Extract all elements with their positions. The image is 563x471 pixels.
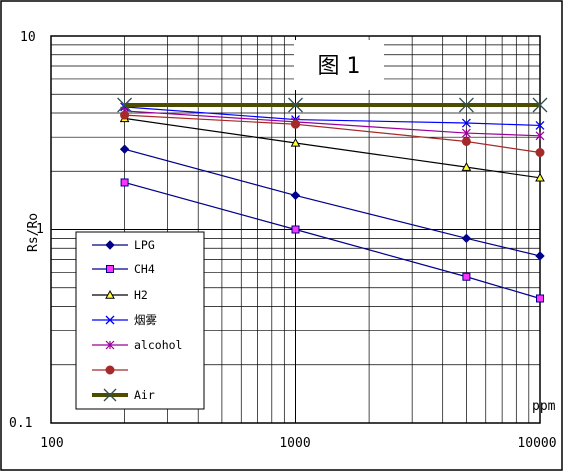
legend-marker: [105, 289, 115, 299]
legend-label-2: H2: [134, 288, 148, 302]
legend-marker: [105, 315, 115, 325]
legend-label-1: CH4: [134, 262, 155, 276]
x-tick-label-10000: 10000: [517, 436, 556, 451]
series-layer: [117, 97, 548, 303]
data-point-5-2: [461, 136, 471, 146]
series-1: [120, 178, 544, 303]
legend-item-2: H2: [92, 288, 148, 302]
legend-marker: [103, 388, 117, 402]
data-point-3-3: [535, 120, 545, 130]
data-point-6-2: [458, 97, 474, 113]
legend-label-6: Air: [134, 388, 155, 402]
series-line-5: [124, 114, 541, 154]
series-5: [120, 110, 545, 157]
series-line-2: [124, 117, 541, 179]
data-point-1-2: [462, 272, 471, 281]
legend-item-3: 烟雾: [92, 313, 157, 327]
legend-label-0: LPG: [134, 238, 155, 252]
y-tick-label-1: 1: [36, 222, 44, 237]
data-point-1-1: [291, 225, 300, 234]
data-point-6-3: [532, 97, 548, 113]
data-point-0-3: [535, 251, 545, 261]
legend-marker: [105, 365, 115, 375]
legend-item-6: Air: [92, 388, 155, 402]
title-box: [294, 40, 384, 90]
data-point-5-0: [120, 110, 130, 120]
data-point-2-3: [535, 172, 545, 182]
data-point-5-3: [535, 147, 545, 157]
data-point-4-2: [461, 128, 471, 138]
legend-marker: [106, 265, 114, 273]
x-tick-label-1000: 1000: [279, 436, 310, 451]
legend-marker: [105, 340, 115, 350]
series-line-1: [124, 181, 541, 300]
legend-label-3: 烟雾: [134, 313, 157, 327]
legend-item-4: alcohol: [92, 338, 182, 352]
data-point-0-2: [461, 233, 472, 244]
legend-item-1: CH4: [92, 262, 155, 276]
data-point-6-1: [288, 97, 303, 113]
series-6: [117, 97, 548, 113]
data-point-5-1: [291, 119, 300, 129]
data-point-1-0: [120, 178, 129, 187]
y-tick-label-10: 10: [20, 30, 36, 45]
y-tick-label-0.1: 0.1: [9, 416, 32, 431]
series-line-0: [124, 148, 541, 257]
data-point-6-0: [117, 97, 133, 113]
data-point-4-3: [535, 131, 545, 141]
x-tick-label-100: 100: [40, 436, 63, 451]
data-point-3-2: [461, 118, 471, 128]
chart-title: 图 1: [318, 54, 361, 79]
series-line-3: [124, 106, 541, 127]
legend: LPG CH4 H2 烟雾 alcohol Air: [75, 231, 205, 410]
x-axis-label: ppm: [532, 399, 556, 414]
data-point-0-1: [290, 190, 301, 201]
data-point-0-0: [119, 144, 130, 154]
data-point-2-2: [461, 162, 472, 171]
legend-label-4: alcohol: [134, 338, 182, 352]
plot-area-border: [50, 35, 541, 424]
legend-item-0: LPG: [92, 238, 155, 252]
legend-marker: [105, 240, 115, 250]
series-line-4: [124, 110, 541, 137]
data-point-2-1: [290, 137, 301, 147]
series-0: [119, 144, 545, 261]
data-point-1-3: [536, 294, 544, 303]
legend-item-5: [92, 365, 128, 375]
y-axis-label: Rs/Ro: [26, 213, 41, 252]
